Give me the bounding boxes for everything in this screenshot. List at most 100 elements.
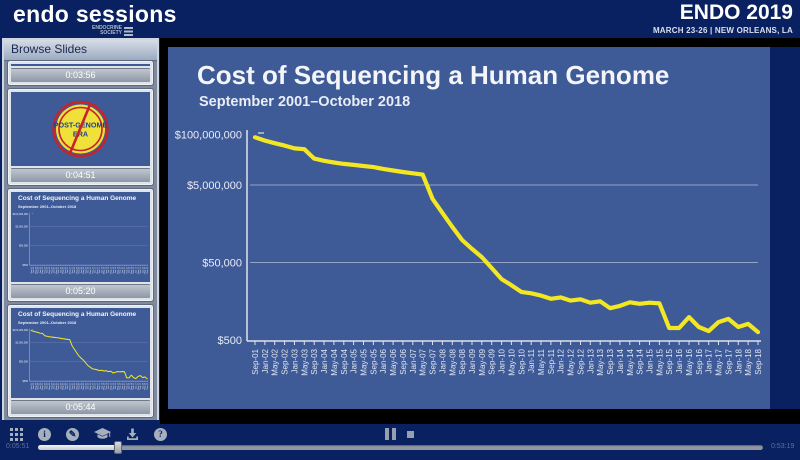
x-tick-label: Sep-13: [606, 348, 615, 374]
x-tick-label: Sep-10: [92, 267, 94, 273]
x-tick-label: May-08: [76, 267, 78, 274]
x-tick-label: Sep-10: [92, 383, 94, 389]
x-tick-label: Sep-14: [120, 383, 122, 389]
x-tick-label: Jan-05: [54, 383, 56, 389]
x-tick-label: Sep-16: [695, 348, 704, 374]
x-tick-label: Jan-05: [54, 267, 56, 273]
brand-title: endo sessions: [13, 1, 177, 27]
slide-thumbnail-2[interactable]: POST-GENOME ERA 0:04:51: [7, 88, 154, 186]
x-tick-label: Jan-16: [675, 348, 684, 373]
x-tick-label: Jan-09: [81, 383, 83, 389]
x-tick-label: Sep-07: [72, 383, 74, 389]
x-tick-label: May-16: [131, 383, 133, 390]
slide-thumbnail-list[interactable]: 0:03:56 POST-GENOME ERA 0:04:51: [4, 59, 157, 420]
x-tick-label: May-14: [117, 267, 119, 274]
x-tick-label: Jan-02: [33, 267, 35, 273]
x-tick-label: Jan-15: [122, 383, 124, 389]
x-tick-label: Jan-13: [586, 348, 595, 373]
x-tick-label: Jan-13: [108, 383, 110, 389]
help-icon[interactable]: ?: [154, 427, 167, 441]
x-tick-label: Jan-08: [74, 267, 76, 273]
post-genome-era-graphic: POST-GENOME ERA: [52, 100, 109, 158]
x-tick-label: Jan-11: [527, 348, 536, 372]
info-icon[interactable]: i: [38, 427, 51, 441]
x-tick-label: May-16: [685, 348, 694, 375]
thumbnail-4-preview: $100,000,000 $5,000,000 $50,000 $500 Sep-01 J…: [11, 308, 150, 398]
x-tick-label: May-10: [90, 267, 92, 274]
x-tick-label: Jan-07: [67, 383, 69, 389]
x-tick-label: May-18: [145, 383, 147, 390]
slide-thumbnail-1[interactable]: 0:03:56: [7, 60, 154, 86]
slide-title: Cost of Sequencing a Human Genome: [197, 60, 670, 90]
x-tick-label: Sep-12: [577, 348, 586, 374]
y-tick-label: $50,000: [202, 258, 242, 270]
seek-handle[interactable]: [113, 441, 122, 454]
edit-notes-icon[interactable]: ✎: [66, 427, 79, 441]
x-tick-label: Sep-18: [147, 267, 149, 273]
education-icon[interactable]: [94, 427, 111, 441]
pause-button[interactable]: [385, 428, 396, 440]
current-slide: $100,000,000 $5,000,000 $50,000 $500 Sep-01 J…: [168, 47, 770, 409]
x-tick-label: May-05: [360, 348, 369, 375]
x-tick-label: Sep-11: [547, 348, 556, 374]
thumbnail-4-subtitle: September 2001–October 2018: [18, 320, 77, 325]
x-tick-label: Jan-09: [468, 348, 477, 373]
seek-bar[interactable]: [38, 441, 763, 454]
x-tick-label: May-12: [104, 267, 106, 274]
x-tick-label: Sep-08: [79, 383, 81, 389]
thumbnail-4-title: Cost of Sequencing a Human Genome: [18, 311, 137, 318]
x-tick-label: May-13: [111, 267, 113, 274]
y-tick-label: $500: [22, 379, 28, 383]
x-tick-label: May-04: [330, 348, 339, 375]
seek-bar-played: [38, 445, 118, 450]
x-tick-label: May-17: [715, 348, 724, 375]
x-tick-label: Sep-15: [126, 383, 128, 389]
x-tick-label: Sep-16: [133, 383, 135, 389]
x-tick-label: Jan-18: [734, 348, 743, 373]
x-tick-label: Sep-01: [251, 348, 260, 374]
x-tick-label: May-15: [124, 267, 126, 274]
browse-slides-panel: Browse Slides 0:03:56 POST-GENOME ERA: [2, 38, 159, 420]
letterbox-left: [160, 47, 168, 409]
y-tick-label: $100,000,000: [13, 212, 29, 216]
x-tick-label: Sep-18: [754, 348, 763, 374]
x-tick-label: Jan-10: [88, 383, 90, 389]
download-icon[interactable]: [126, 428, 139, 441]
x-tick-label: May-09: [83, 383, 85, 390]
x-tick-label: Sep-13: [113, 383, 115, 389]
x-tick-label: Jan-15: [122, 267, 124, 273]
x-tick-label: Jan-07: [409, 348, 418, 373]
x-tick-label: Jan-10: [498, 348, 507, 373]
x-tick-label: May-15: [655, 348, 664, 375]
x-tick-label: Jan-12: [101, 267, 103, 273]
x-tick-label: Jan-17: [136, 383, 138, 389]
event-block: ENDO 2019 MARCH 23-26 | NEW ORLEANS, LA: [653, 1, 793, 35]
y-tick-label: $5,000,000: [15, 340, 28, 344]
x-tick-label: Sep-01: [31, 267, 33, 273]
x-tick-label: Jan-08: [74, 383, 76, 389]
slide-thumbnail-3[interactable]: $100,000,000 $5,000,000 $50,000 $500 Sep-01 J…: [7, 188, 154, 302]
x-tick-label: May-05: [56, 383, 58, 390]
x-tick-label: May-11: [97, 383, 99, 389]
x-tick-label: Jan-04: [320, 348, 329, 373]
x-tick-label: Jan-17: [136, 267, 138, 273]
x-tick-label: May-10: [90, 383, 92, 390]
x-tick-label: May-06: [63, 383, 65, 390]
thumbnail-2-timestamp: 0:04:51: [11, 168, 150, 182]
x-tick-label: Sep-13: [113, 267, 115, 273]
y-tick-label: $50,000: [19, 243, 29, 247]
browse-slides-header: Browse Slides: [4, 40, 157, 61]
grid-view-icon[interactable]: [10, 427, 23, 441]
slide-thumbnail-4[interactable]: $100,000,000 $5,000,000 $50,000 $500 Sep-01 J…: [7, 304, 154, 418]
x-tick-label: Sep-05: [58, 267, 60, 273]
stop-button[interactable]: [407, 431, 414, 438]
x-tick-label: May-04: [49, 267, 51, 274]
x-tick-label: Sep-17: [140, 383, 142, 389]
x-tick-label: May-03: [300, 348, 309, 375]
x-tick-label: Jan-10: [88, 267, 90, 273]
x-tick-label: May-12: [104, 383, 106, 390]
x-tick-label: Jan-15: [646, 348, 655, 373]
x-tick-label: Jan-06: [60, 267, 62, 273]
x-tick-label: May-14: [117, 383, 119, 390]
